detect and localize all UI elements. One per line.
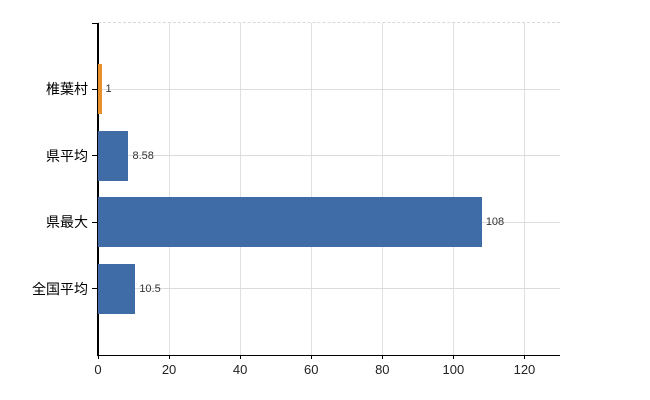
x-axis-line — [97, 354, 560, 356]
value-label: 8.58 — [132, 149, 154, 162]
gridline-vertical — [168, 23, 170, 355]
gridline-vertical — [523, 23, 525, 355]
x-tick-label: 40 — [232, 362, 248, 377]
bar — [98, 64, 102, 115]
gridline-horizontal — [98, 88, 560, 90]
gridline-vertical — [452, 23, 454, 355]
x-tick-label: 0 — [94, 362, 102, 377]
x-tick-label: 100 — [442, 362, 465, 377]
plot-area: 0 20 40 60 80 100 120 1 椎葉村 8.58 県平均 108 県最大 10.5 全国平均 — [32, 22, 560, 377]
x-tick-label: 60 — [303, 362, 319, 377]
y-tick-mark — [92, 221, 98, 223]
category-label: 県平均 — [46, 147, 88, 164]
y-tick-mark — [92, 288, 98, 290]
y-axis-line — [97, 23, 99, 355]
gridline-vertical — [381, 23, 383, 355]
category-label: 全国平均 — [32, 280, 88, 297]
y-tick-mark — [92, 22, 98, 24]
gridline-horizontal — [98, 288, 560, 290]
y-tick-mark — [92, 88, 98, 90]
x-tick-mark — [523, 355, 525, 359]
value-label: 10.5 — [139, 282, 161, 295]
gridline-horizontal — [98, 155, 560, 157]
x-tick-label: 120 — [513, 362, 536, 377]
gridline-vertical — [239, 23, 241, 355]
y-tick-mark — [92, 155, 98, 157]
x-tick-mark — [452, 355, 454, 359]
bar — [98, 130, 129, 181]
x-tick-label: 20 — [161, 362, 177, 377]
category-label: 県最大 — [46, 214, 88, 231]
bar — [98, 197, 482, 248]
x-tick-mark — [381, 355, 383, 359]
category-label: 椎葉村 — [46, 81, 88, 98]
x-tick-label: 80 — [375, 362, 390, 377]
bar — [98, 263, 136, 314]
x-tick-mark — [239, 355, 241, 359]
gridline-vertical — [310, 23, 312, 355]
value-label: 108 — [485, 216, 505, 229]
x-tick-mark — [97, 355, 99, 359]
x-tick-mark — [168, 355, 170, 359]
x-tick-mark — [310, 355, 312, 359]
value-label: 1 — [105, 83, 112, 96]
